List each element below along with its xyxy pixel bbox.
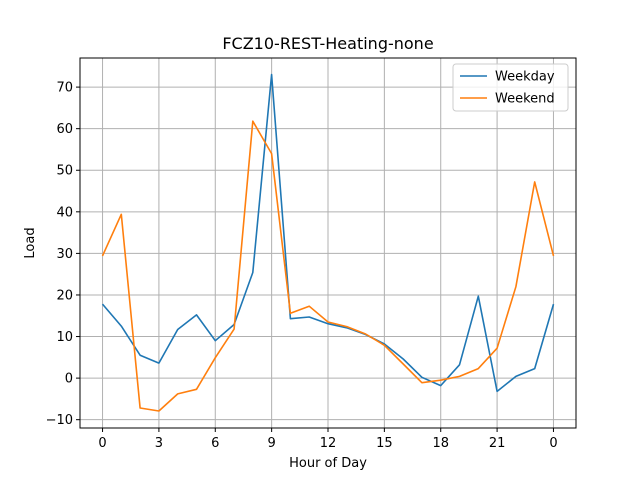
- y-tick-label: 50: [56, 164, 73, 179]
- series-line-weekday: [101, 73, 555, 393]
- x-tick-label: 15: [376, 436, 393, 451]
- x-tick-label: 21: [489, 436, 506, 451]
- y-tick-label: 70: [56, 81, 73, 96]
- y-tick-label: 60: [56, 122, 73, 137]
- x-tick-label: 0: [98, 436, 106, 451]
- axis-ticks: 0 3 6 9 12 15 18 21 0 −10 0 10 20 30 40 50 60 70: [46, 81, 558, 451]
- x-tick-label: 0: [549, 436, 557, 451]
- legend-label-weekend: Weekend: [495, 92, 555, 107]
- x-axis-label: Hour of Day: [289, 456, 367, 471]
- y-tick-label: 40: [56, 205, 73, 220]
- series-lines: [101, 73, 555, 412]
- x-tick-label: 6: [211, 436, 219, 451]
- x-tick-label: 9: [267, 436, 275, 451]
- y-axis-label: Load: [23, 227, 38, 258]
- y-tick-label: 10: [56, 330, 73, 345]
- x-tick-label: 12: [320, 436, 337, 451]
- y-tick-label: 20: [56, 288, 73, 303]
- x-tick-label: 18: [432, 436, 449, 451]
- chart-title: FCZ10-REST-Heating-none: [222, 34, 433, 53]
- series-line-weekend: [101, 120, 555, 412]
- x-tick-label: 3: [155, 436, 163, 451]
- legend: Weekday Weekend: [452, 63, 569, 112]
- legend-label-weekday: Weekday: [495, 70, 555, 85]
- grid: [80, 58, 576, 428]
- y-tick-label: 30: [56, 247, 73, 262]
- y-tick-label: 0: [65, 372, 73, 387]
- y-tick-label: −10: [46, 413, 73, 428]
